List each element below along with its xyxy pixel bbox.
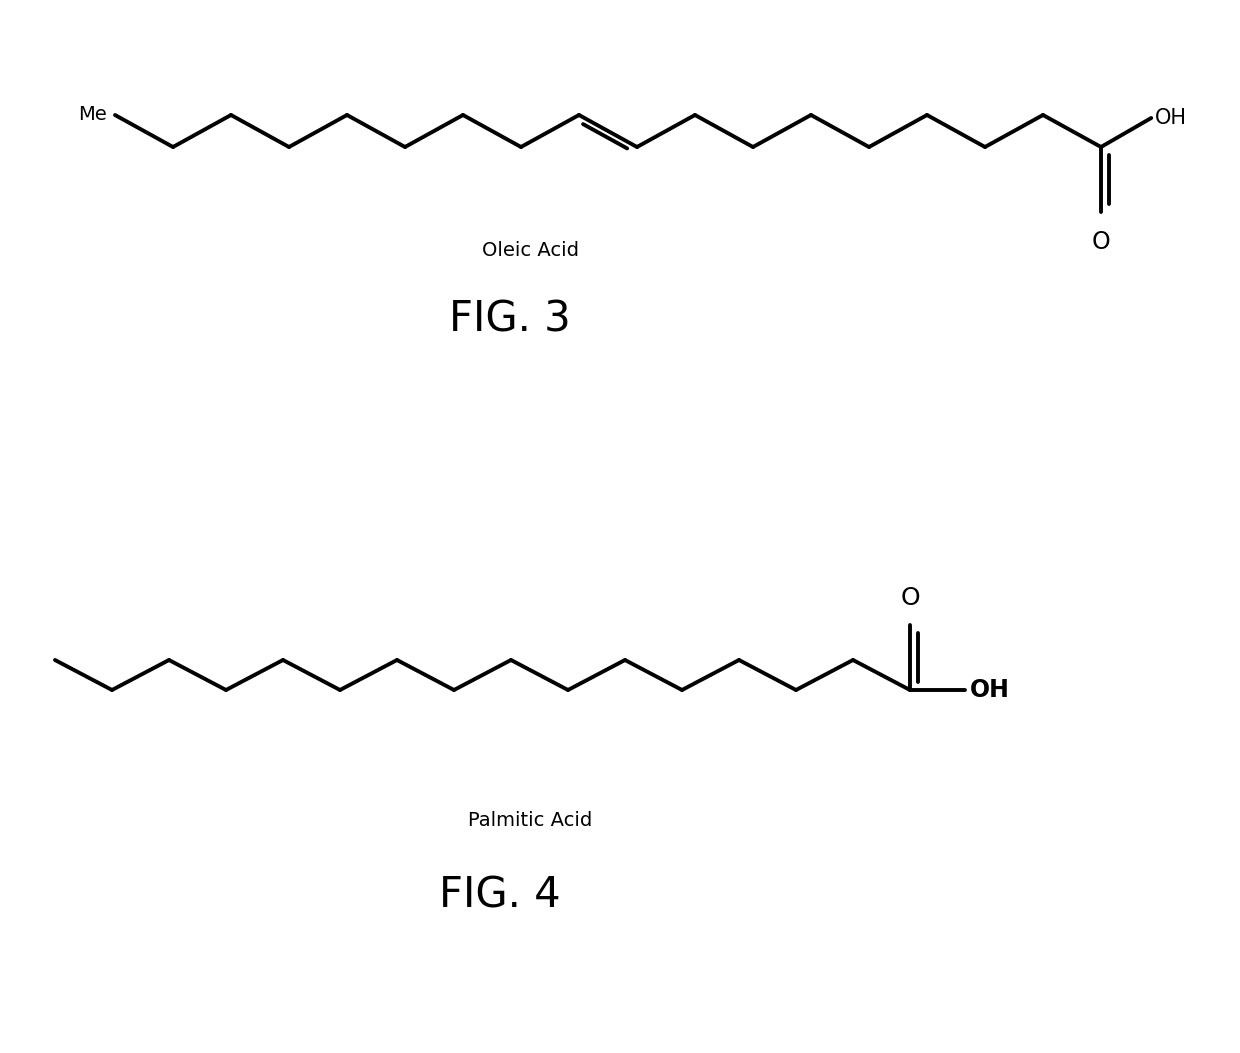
Text: Oleic Acid: Oleic Acid xyxy=(481,240,579,259)
Text: OH: OH xyxy=(1156,108,1187,128)
Text: Me: Me xyxy=(78,105,107,124)
Text: OH: OH xyxy=(970,678,1009,702)
Text: FIG. 3: FIG. 3 xyxy=(449,299,570,341)
Text: FIG. 4: FIG. 4 xyxy=(439,874,560,916)
Text: Palmitic Acid: Palmitic Acid xyxy=(467,811,593,830)
Text: O: O xyxy=(1091,230,1110,254)
Text: O: O xyxy=(900,587,920,610)
